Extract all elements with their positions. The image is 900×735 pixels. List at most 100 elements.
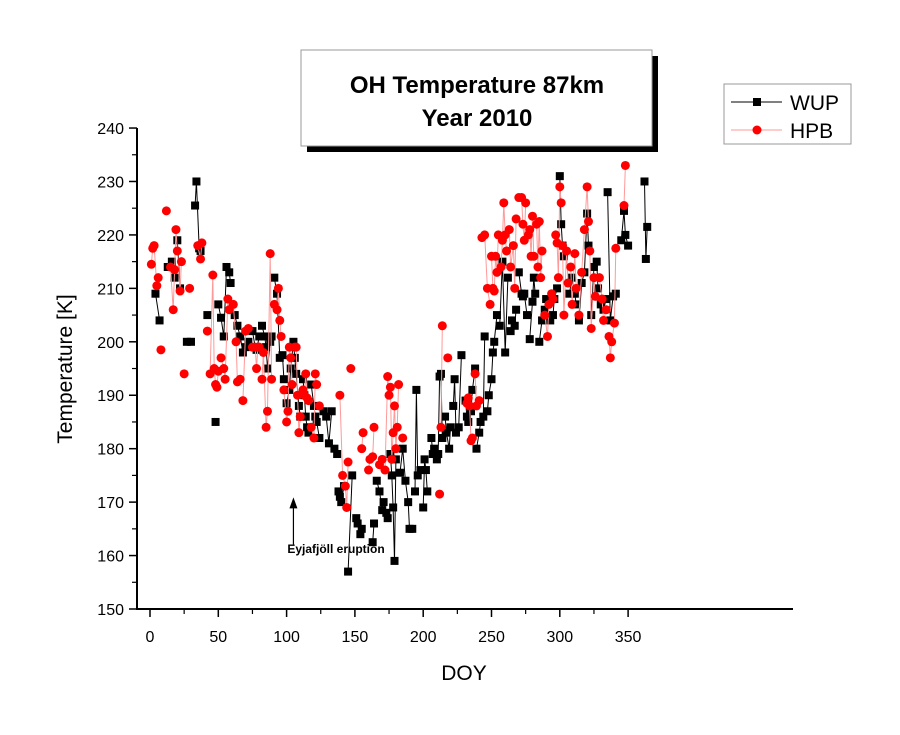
- data-point-wup: [315, 433, 324, 442]
- x-tick-label: 50: [209, 629, 227, 646]
- data-point-hpb: [586, 323, 596, 333]
- data-point-wup: [262, 343, 271, 352]
- data-point-wup: [471, 364, 480, 373]
- data-point-wup: [222, 262, 231, 271]
- chart-title: OH Temperature 87km: [350, 72, 604, 99]
- data-point-hpb: [504, 225, 514, 235]
- data-point-hpb: [146, 259, 156, 269]
- data-point-wup: [512, 305, 521, 314]
- y-tick-label: 200: [97, 335, 124, 352]
- data-point-hpb: [202, 326, 212, 336]
- data-point-hpb: [279, 385, 289, 395]
- data-point-hpb: [570, 249, 580, 259]
- data-point-wup: [643, 222, 652, 231]
- data-point-wup: [372, 476, 381, 485]
- x-tick-label: 200: [410, 629, 437, 646]
- series-hpb-line: [589, 250, 596, 329]
- data-point-wup: [525, 335, 534, 344]
- data-point-hpb: [312, 380, 322, 390]
- data-point-wup: [475, 428, 484, 437]
- data-point-wup: [570, 289, 579, 298]
- data-point-wup: [248, 327, 257, 336]
- data-point-hpb: [556, 198, 566, 208]
- data-point-hpb: [295, 412, 305, 422]
- data-point-wup: [412, 385, 421, 394]
- data-point-hpb: [212, 382, 222, 392]
- data-point-wup: [434, 450, 443, 459]
- data-point-wup: [583, 209, 592, 218]
- data-point-hpb: [597, 294, 607, 304]
- data-point-wup: [484, 391, 493, 400]
- data-point-hpb: [175, 286, 185, 296]
- data-point-wup: [464, 417, 473, 426]
- legend-wup-marker: [753, 98, 761, 106]
- data-point-hpb: [385, 382, 395, 392]
- data-point-wup: [640, 177, 649, 186]
- data-point-hpb: [508, 241, 518, 251]
- data-point-hpb: [252, 364, 262, 374]
- data-point-wup: [356, 530, 365, 539]
- data-point-wup: [258, 321, 267, 330]
- data-point-wup: [327, 407, 336, 416]
- data-point-hpb: [502, 246, 512, 256]
- data-point-wup: [335, 492, 344, 501]
- data-point-hpb: [579, 225, 589, 235]
- data-point-wup: [548, 311, 557, 320]
- data-point-wup: [454, 423, 463, 432]
- y-tick-label: 170: [97, 495, 124, 512]
- data-point-wup: [186, 337, 195, 346]
- data-point-wup: [379, 498, 388, 507]
- data-point-wup: [233, 321, 242, 330]
- data-point-wup: [292, 369, 301, 378]
- y-tick-label: 210: [97, 281, 124, 298]
- data-point-wup: [423, 487, 432, 496]
- data-point-hpb: [436, 422, 446, 432]
- data-point-wup: [357, 524, 366, 533]
- x-axis-ticks: 0 50 100 150 200 250 300 350: [146, 609, 642, 646]
- data-point-wup: [395, 468, 404, 477]
- legend-frame: [723, 83, 852, 145]
- data-point-wup: [528, 297, 537, 306]
- data-point-wup: [203, 311, 212, 320]
- data-point-hpb: [562, 246, 572, 256]
- eruption-annotation: Eyjafjöll eruption: [287, 497, 385, 556]
- data-point-hpb: [291, 342, 301, 352]
- data-point-hpb: [231, 337, 241, 347]
- series-wup-line: [422, 459, 428, 508]
- data-point-wup: [430, 444, 439, 453]
- data-point-hpb: [387, 454, 397, 464]
- data-point-wup: [438, 433, 447, 442]
- data-point-hpb: [391, 444, 401, 454]
- data-point-hpb: [437, 321, 447, 331]
- data-point-hpb: [152, 281, 162, 291]
- data-point-wup: [540, 305, 549, 314]
- data-point-hpb: [559, 310, 569, 320]
- data-point-wup: [449, 401, 458, 410]
- data-point-hpb: [261, 422, 271, 432]
- annotation-arrow-head: [289, 497, 298, 509]
- x-tick-label: 350: [615, 629, 642, 646]
- data-point-hpb: [443, 353, 453, 363]
- data-point-wup: [370, 519, 379, 528]
- data-point-hpb: [594, 273, 604, 283]
- data-point-wup: [420, 455, 429, 464]
- series-wup-line: [444, 416, 451, 449]
- data-point-wup: [383, 514, 392, 523]
- data-point-wup: [441, 412, 450, 421]
- data-point-hpb: [463, 393, 473, 403]
- series-hpb: [146, 160, 630, 512]
- data-point-hpb: [171, 225, 181, 235]
- data-point-hpb: [620, 160, 630, 170]
- data-point-wup: [192, 177, 201, 186]
- data-point-wup: [451, 428, 460, 437]
- data-point-wup: [467, 407, 476, 416]
- data-point-wup: [617, 236, 626, 245]
- data-point-wup: [621, 230, 630, 239]
- data-point-wup: [557, 220, 566, 229]
- data-point-hpb: [527, 211, 537, 221]
- data-point-hpb: [485, 299, 495, 309]
- data-point-wup: [480, 332, 489, 341]
- data-point-hpb: [590, 291, 600, 301]
- data-point-wup: [446, 423, 455, 432]
- data-point-hpb: [582, 182, 592, 192]
